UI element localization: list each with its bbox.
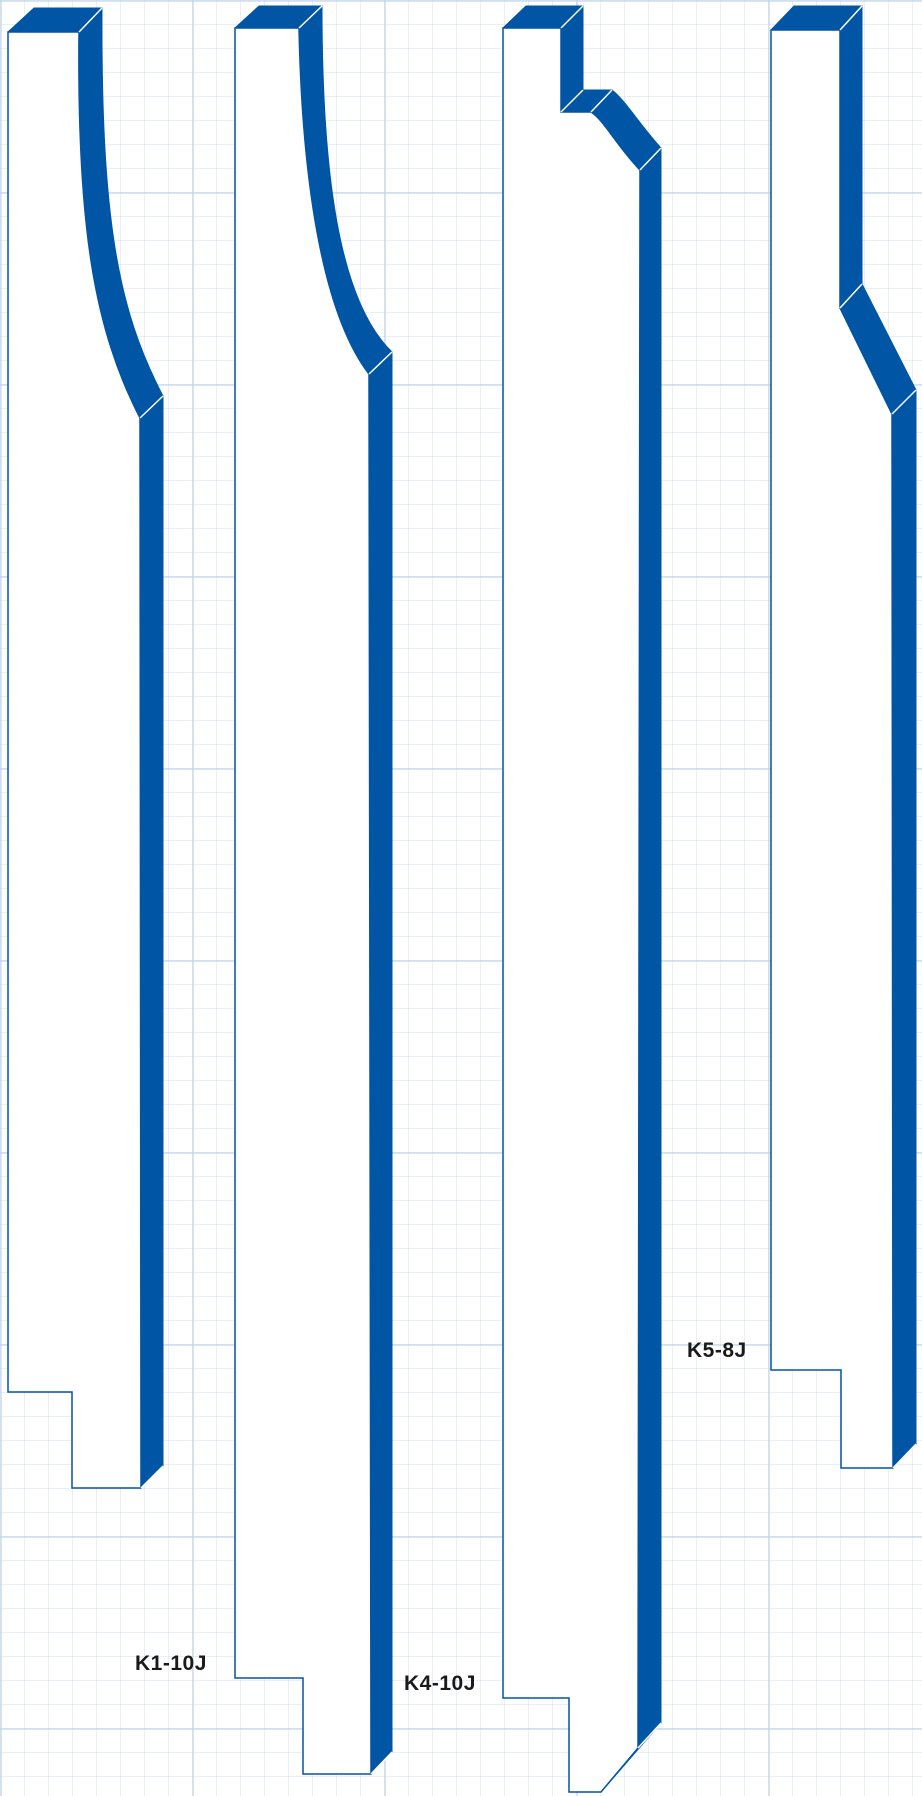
profile-2-front-face (234, 27, 372, 1775)
profile-3-label: K4-10J (404, 1672, 476, 1695)
profile-2 (234, 5, 393, 1775)
profile-3-edge (560, 5, 584, 29)
profile-4-edge (891, 389, 917, 415)
profile-1-front-face (7, 31, 142, 1489)
profile-4-front-face (770, 29, 894, 1469)
profile-4-edge (839, 283, 863, 309)
profile-2-label: K1-10J (135, 1652, 207, 1675)
profile-1 (7, 7, 164, 1489)
profile-1-edge (139, 395, 164, 419)
profile-3-edge (590, 89, 613, 113)
profile-3-edge (637, 1722, 662, 1749)
profile-4-edge (892, 1443, 917, 1469)
profile-4 (770, 5, 917, 1469)
profile-4-edge (839, 5, 863, 31)
profile-3-front-face (502, 27, 641, 1793)
profile-3 (502, 5, 662, 1793)
profile-4-label: K5-8J (687, 1339, 747, 1362)
profile-1-edge (78, 7, 103, 33)
profile-3-edge (560, 89, 584, 113)
profile-2-edge (370, 1751, 393, 1775)
profile-2-edge (368, 351, 393, 375)
profile-1-edge (140, 1465, 164, 1489)
profile-3-edge (639, 147, 662, 171)
profile-2-edge (298, 5, 323, 29)
